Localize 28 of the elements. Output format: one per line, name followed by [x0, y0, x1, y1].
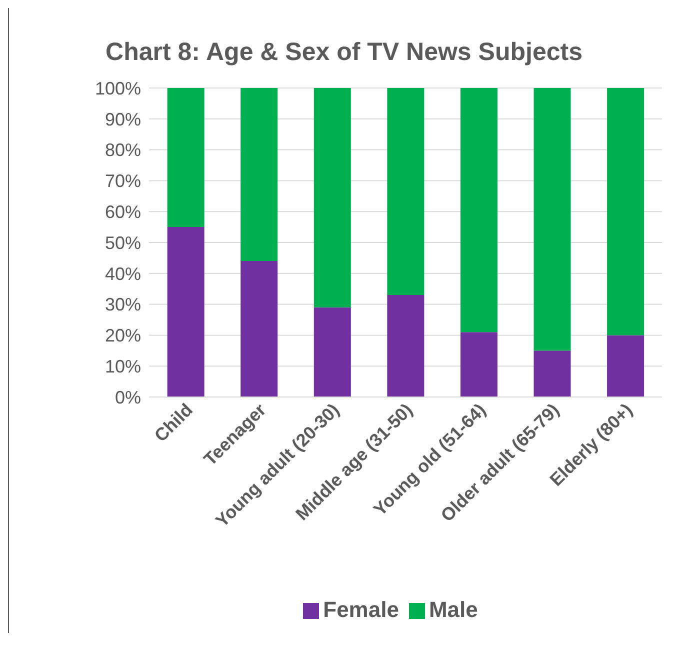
y-tick-label: 10% [104, 356, 141, 376]
y-tick-label: 0% [114, 387, 141, 408]
bar [607, 88, 644, 336]
y-tick-label: 100% [94, 78, 141, 98]
bar [314, 307, 351, 397]
bar [167, 88, 204, 228]
y-tick-label: 50% [104, 232, 141, 253]
bar [534, 88, 571, 351]
bar [607, 335, 644, 397]
legend-label: Male [428, 597, 478, 622]
bar [240, 88, 278, 262]
bar [240, 261, 278, 397]
bar [387, 88, 424, 296]
y-tick-label: 30% [104, 294, 141, 315]
y-tick-label: 70% [104, 171, 141, 192]
bar [460, 88, 498, 332]
chart-title: Chart 8: Age & Sex of TV News Subjects [104, 37, 584, 68]
bar [460, 332, 498, 397]
bar [387, 295, 424, 397]
bar [534, 350, 571, 397]
y-tick-label: 40% [104, 264, 141, 284]
y-tick-label: 80% [104, 140, 141, 160]
y-tick-label: 90% [104, 109, 141, 130]
bar [314, 88, 351, 308]
y-tick-label: 60% [104, 202, 141, 222]
y-tick-label: 20% [104, 326, 141, 346]
legend-label: Female [323, 597, 399, 622]
bar [167, 227, 204, 397]
